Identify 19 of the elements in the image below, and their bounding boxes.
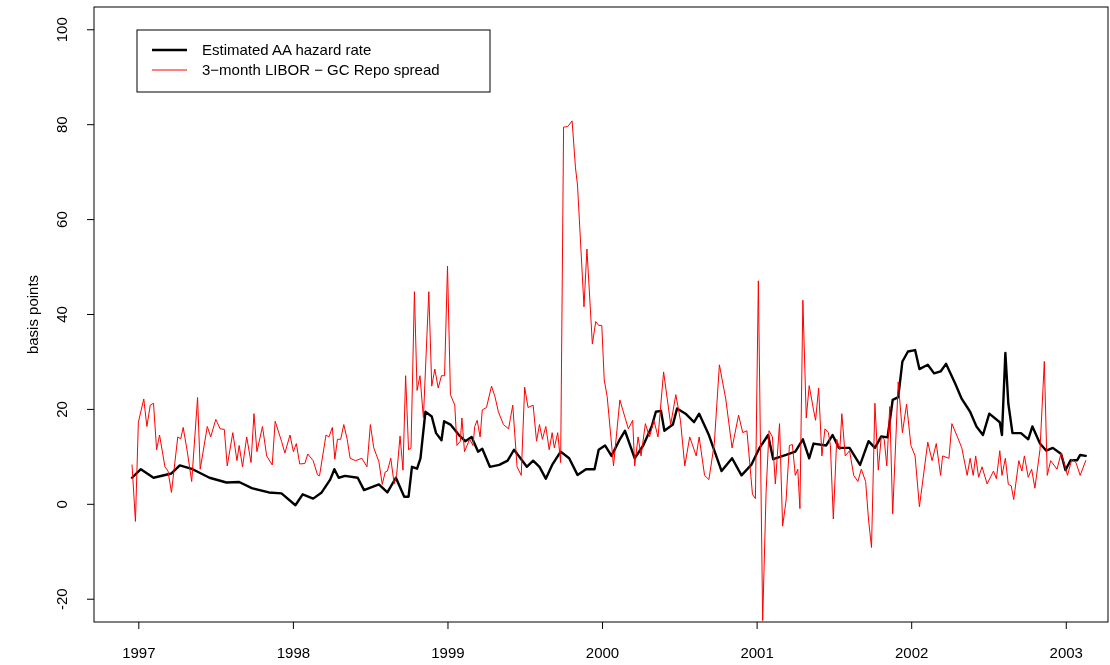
y-tick-label: 0	[53, 500, 70, 509]
x-tick-label: 2000	[585, 644, 620, 661]
y-tick-label: 40	[53, 306, 70, 323]
y-tick-label: 80	[53, 116, 70, 134]
legend-label: Estimated AA hazard rate	[202, 41, 372, 58]
x-tick-label: 2002	[895, 644, 929, 661]
x-tick-label: 1998	[276, 644, 311, 661]
line-series	[131, 120, 1087, 622]
x-tick-label: 1997	[122, 644, 156, 661]
x-tick-label: 2001	[740, 644, 774, 661]
y-axis-title: basis points	[24, 274, 41, 355]
y-tick-label: -20	[53, 588, 70, 611]
y-tick-label: 100	[53, 17, 70, 43]
x-tick-label: 2003	[1049, 644, 1083, 661]
x-tick-label: 1999	[431, 644, 465, 661]
legend-label: 3−month LIBOR − GC Repo spread	[202, 61, 440, 78]
y-tick-label: 20	[53, 401, 70, 418]
y-tick-label: 60	[53, 211, 70, 228]
line-series	[130, 348, 1087, 507]
